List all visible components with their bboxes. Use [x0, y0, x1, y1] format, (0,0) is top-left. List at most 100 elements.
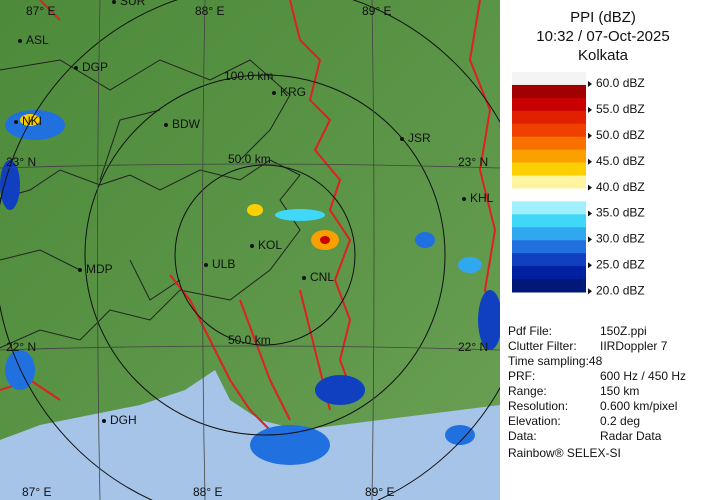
legend-swatch — [512, 97, 586, 112]
info-value: 150 km — [600, 384, 639, 398]
graticule-label: 88° E — [195, 4, 224, 18]
info-value: IIRDoppler 7 — [600, 339, 668, 353]
city-dot — [400, 137, 404, 141]
info-key: PRF: — [508, 369, 535, 383]
city-label: MDP — [86, 262, 113, 276]
legend-arrow — [588, 288, 592, 295]
legend-arrow — [588, 81, 592, 87]
panel-site: Kolkata — [578, 47, 629, 64]
city-dot — [74, 66, 78, 70]
legend-label: 30.0 dBZ — [596, 232, 645, 246]
city-dot — [164, 123, 168, 127]
city-label: DGH — [110, 413, 137, 427]
info-value: 0.2 deg — [600, 414, 640, 428]
legend-swatch — [512, 227, 586, 241]
info-value: 150Z.ppi — [600, 324, 647, 338]
graticule-label: 89° E — [362, 4, 391, 18]
city-dot — [272, 91, 276, 95]
graticule-label: 89° E — [365, 485, 394, 499]
range-rings — [0, 0, 500, 500]
range-label: 50.0 km — [228, 333, 271, 347]
graticule-label: 22° N — [458, 340, 488, 354]
graticule-label: 23° N — [6, 155, 36, 169]
legend-arrow — [588, 210, 592, 217]
city-dot — [14, 120, 18, 124]
sea — [0, 370, 500, 500]
info-key: Data: — [508, 429, 537, 443]
legend-swatch — [512, 110, 586, 125]
graticule-label: 88° E — [193, 485, 222, 499]
district-borders — [0, 59, 291, 301]
legend-swatch — [512, 84, 586, 99]
info-footer: Rainbow® SELEX-SI — [508, 446, 621, 460]
city-dot — [78, 268, 82, 272]
graticule-label: 87° E — [26, 4, 55, 18]
legend-swatch — [512, 201, 586, 215]
city-label: KHL — [470, 191, 494, 205]
legend-swatch — [512, 253, 586, 267]
city-dot — [112, 0, 116, 4]
info-key: Time sampling:48 — [508, 354, 603, 368]
range-label: 50.0 km — [228, 152, 271, 166]
legend-swatch — [512, 279, 586, 293]
city-label: ASL — [26, 33, 49, 47]
legend-swatch — [512, 214, 586, 228]
legend-swatch — [512, 240, 586, 254]
legend-swatch — [512, 136, 586, 151]
city-label: SUR — [120, 0, 146, 8]
info-value: 0.600 km/pixel — [600, 399, 677, 413]
legend-swatch — [512, 149, 586, 164]
info-key: Range: — [508, 384, 547, 398]
legend-label: 45.0 dBZ — [596, 154, 645, 168]
info-key: Clutter Filter: — [508, 339, 577, 353]
legend-label: 50.0 dBZ — [596, 128, 645, 142]
city-label: NKI — [22, 114, 42, 128]
city-label: CNL — [310, 270, 334, 284]
range-label: 100.0 km — [224, 69, 273, 83]
info-key: Elevation: — [508, 414, 561, 428]
legend-arrow — [588, 106, 592, 113]
legend-label: 20.0 dBZ — [596, 283, 645, 297]
map: 87° E 88° E 89° E 87° E 88° E 89° E 23° N 23° N… — [0, 0, 500, 500]
legend-arrow — [588, 158, 592, 165]
legend-label: 55.0 dBZ — [596, 102, 645, 116]
info-value: Radar Data — [600, 429, 662, 443]
info-key: Resolution: — [508, 399, 568, 413]
city-label: KRG — [280, 85, 306, 99]
legend-arrow — [588, 262, 592, 269]
legend-label: 25.0 dBZ — [596, 257, 645, 271]
district-borders — [0, 159, 301, 349]
info-key: Pdf File: — [508, 324, 552, 338]
panel-title: PPI (dBZ) — [570, 9, 636, 26]
city-dot — [302, 276, 306, 280]
side-panel: PPI (dBZ) 10:32 / 07-Oct-2025 Kolkata 60… — [508, 9, 686, 460]
city-dot — [18, 39, 22, 43]
legend-swatch — [512, 188, 586, 202]
legend-label: 40.0 dBZ — [596, 180, 645, 194]
legend-arrow — [588, 236, 592, 243]
legend-swatch — [512, 266, 586, 280]
legend-arrow — [588, 132, 592, 139]
graticule-label: 23° N — [458, 155, 488, 169]
city-label: BDW — [172, 117, 201, 131]
city-dot — [250, 244, 254, 248]
city-dot — [462, 197, 466, 201]
city-dot — [204, 263, 208, 267]
city-label: JSR — [408, 131, 431, 145]
borders-rivers — [169, 0, 356, 431]
legend-label: 60.0 dBZ — [596, 76, 645, 90]
legend-arrow — [588, 184, 592, 191]
legend-swatch — [512, 123, 586, 138]
legend-swatch — [512, 162, 586, 177]
legend-swatch — [512, 175, 586, 189]
city-label: ULB — [212, 257, 235, 271]
legend-label: 35.0 dBZ — [596, 206, 645, 220]
city-label: DGP — [82, 60, 108, 74]
graticule-label: 22° N — [6, 340, 36, 354]
graticule — [0, 0, 500, 500]
city-dot — [102, 419, 106, 423]
city-label: KOL — [258, 238, 282, 252]
panel-time: 10:32 / 07-Oct-2025 — [536, 28, 669, 45]
